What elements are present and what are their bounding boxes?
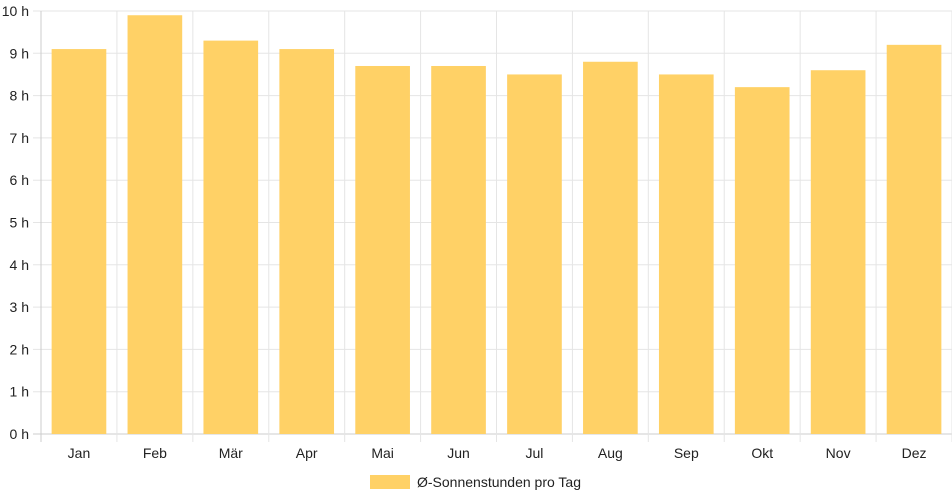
bar-aug <box>583 61 638 434</box>
y-tick-label: 1 h <box>10 384 29 400</box>
bar-sep <box>658 74 714 434</box>
x-axis-ticks: Jan Feb Mär Apr Mai Jun Jul Aug Sep Okt Nov Dez <box>68 445 927 461</box>
x-tick-label: Jun <box>447 445 470 461</box>
x-tick-label: Jul <box>526 445 544 461</box>
y-tick-label: 3 h <box>10 299 29 315</box>
bar-dez <box>886 44 942 435</box>
x-tick-label: Dez <box>902 445 927 461</box>
legend-swatch <box>370 475 410 489</box>
grid-layer <box>33 10 952 442</box>
x-tick-label: Jan <box>68 445 91 461</box>
x-tick-label: Nov <box>826 445 851 461</box>
y-tick-label: 0 h <box>10 426 29 442</box>
y-tick-label: 2 h <box>10 341 29 357</box>
legend[interactable]: Ø-Sonnenstunden pro Tag <box>370 474 581 490</box>
y-tick-label: 10 h <box>2 3 29 19</box>
y-tick-label: 4 h <box>10 257 29 273</box>
y-tick-label: 9 h <box>10 45 29 61</box>
x-tick-label: Sep <box>674 445 699 461</box>
bar-jun <box>431 65 486 435</box>
x-tick-label: Okt <box>751 445 773 461</box>
bars-layer <box>51 15 942 435</box>
bar-nov <box>810 70 866 434</box>
y-tick-label: 7 h <box>10 130 29 146</box>
x-tick-label: Apr <box>296 445 318 461</box>
x-tick-label: Aug <box>598 445 623 461</box>
x-tick-label: Mai <box>371 445 394 461</box>
bar-mai <box>355 65 410 435</box>
bar-jul <box>507 74 562 434</box>
bar-okt <box>734 87 790 434</box>
x-tick-label: Mär <box>219 445 243 461</box>
bar-feb <box>127 15 183 434</box>
bar-mär <box>203 40 259 435</box>
legend-label: Ø-Sonnenstunden pro Tag <box>417 474 581 490</box>
x-tick-label: Feb <box>143 445 167 461</box>
bar-apr <box>279 49 335 434</box>
y-tick-label: 8 h <box>10 88 29 104</box>
y-axis-ticks: 0 h 1 h 2 h 3 h 4 h 5 h 6 h 7 h 8 h 9 h 10 h <box>2 3 29 442</box>
y-tick-label: 5 h <box>10 215 29 231</box>
bar-jan <box>51 49 107 434</box>
y-tick-label: 6 h <box>10 172 29 188</box>
